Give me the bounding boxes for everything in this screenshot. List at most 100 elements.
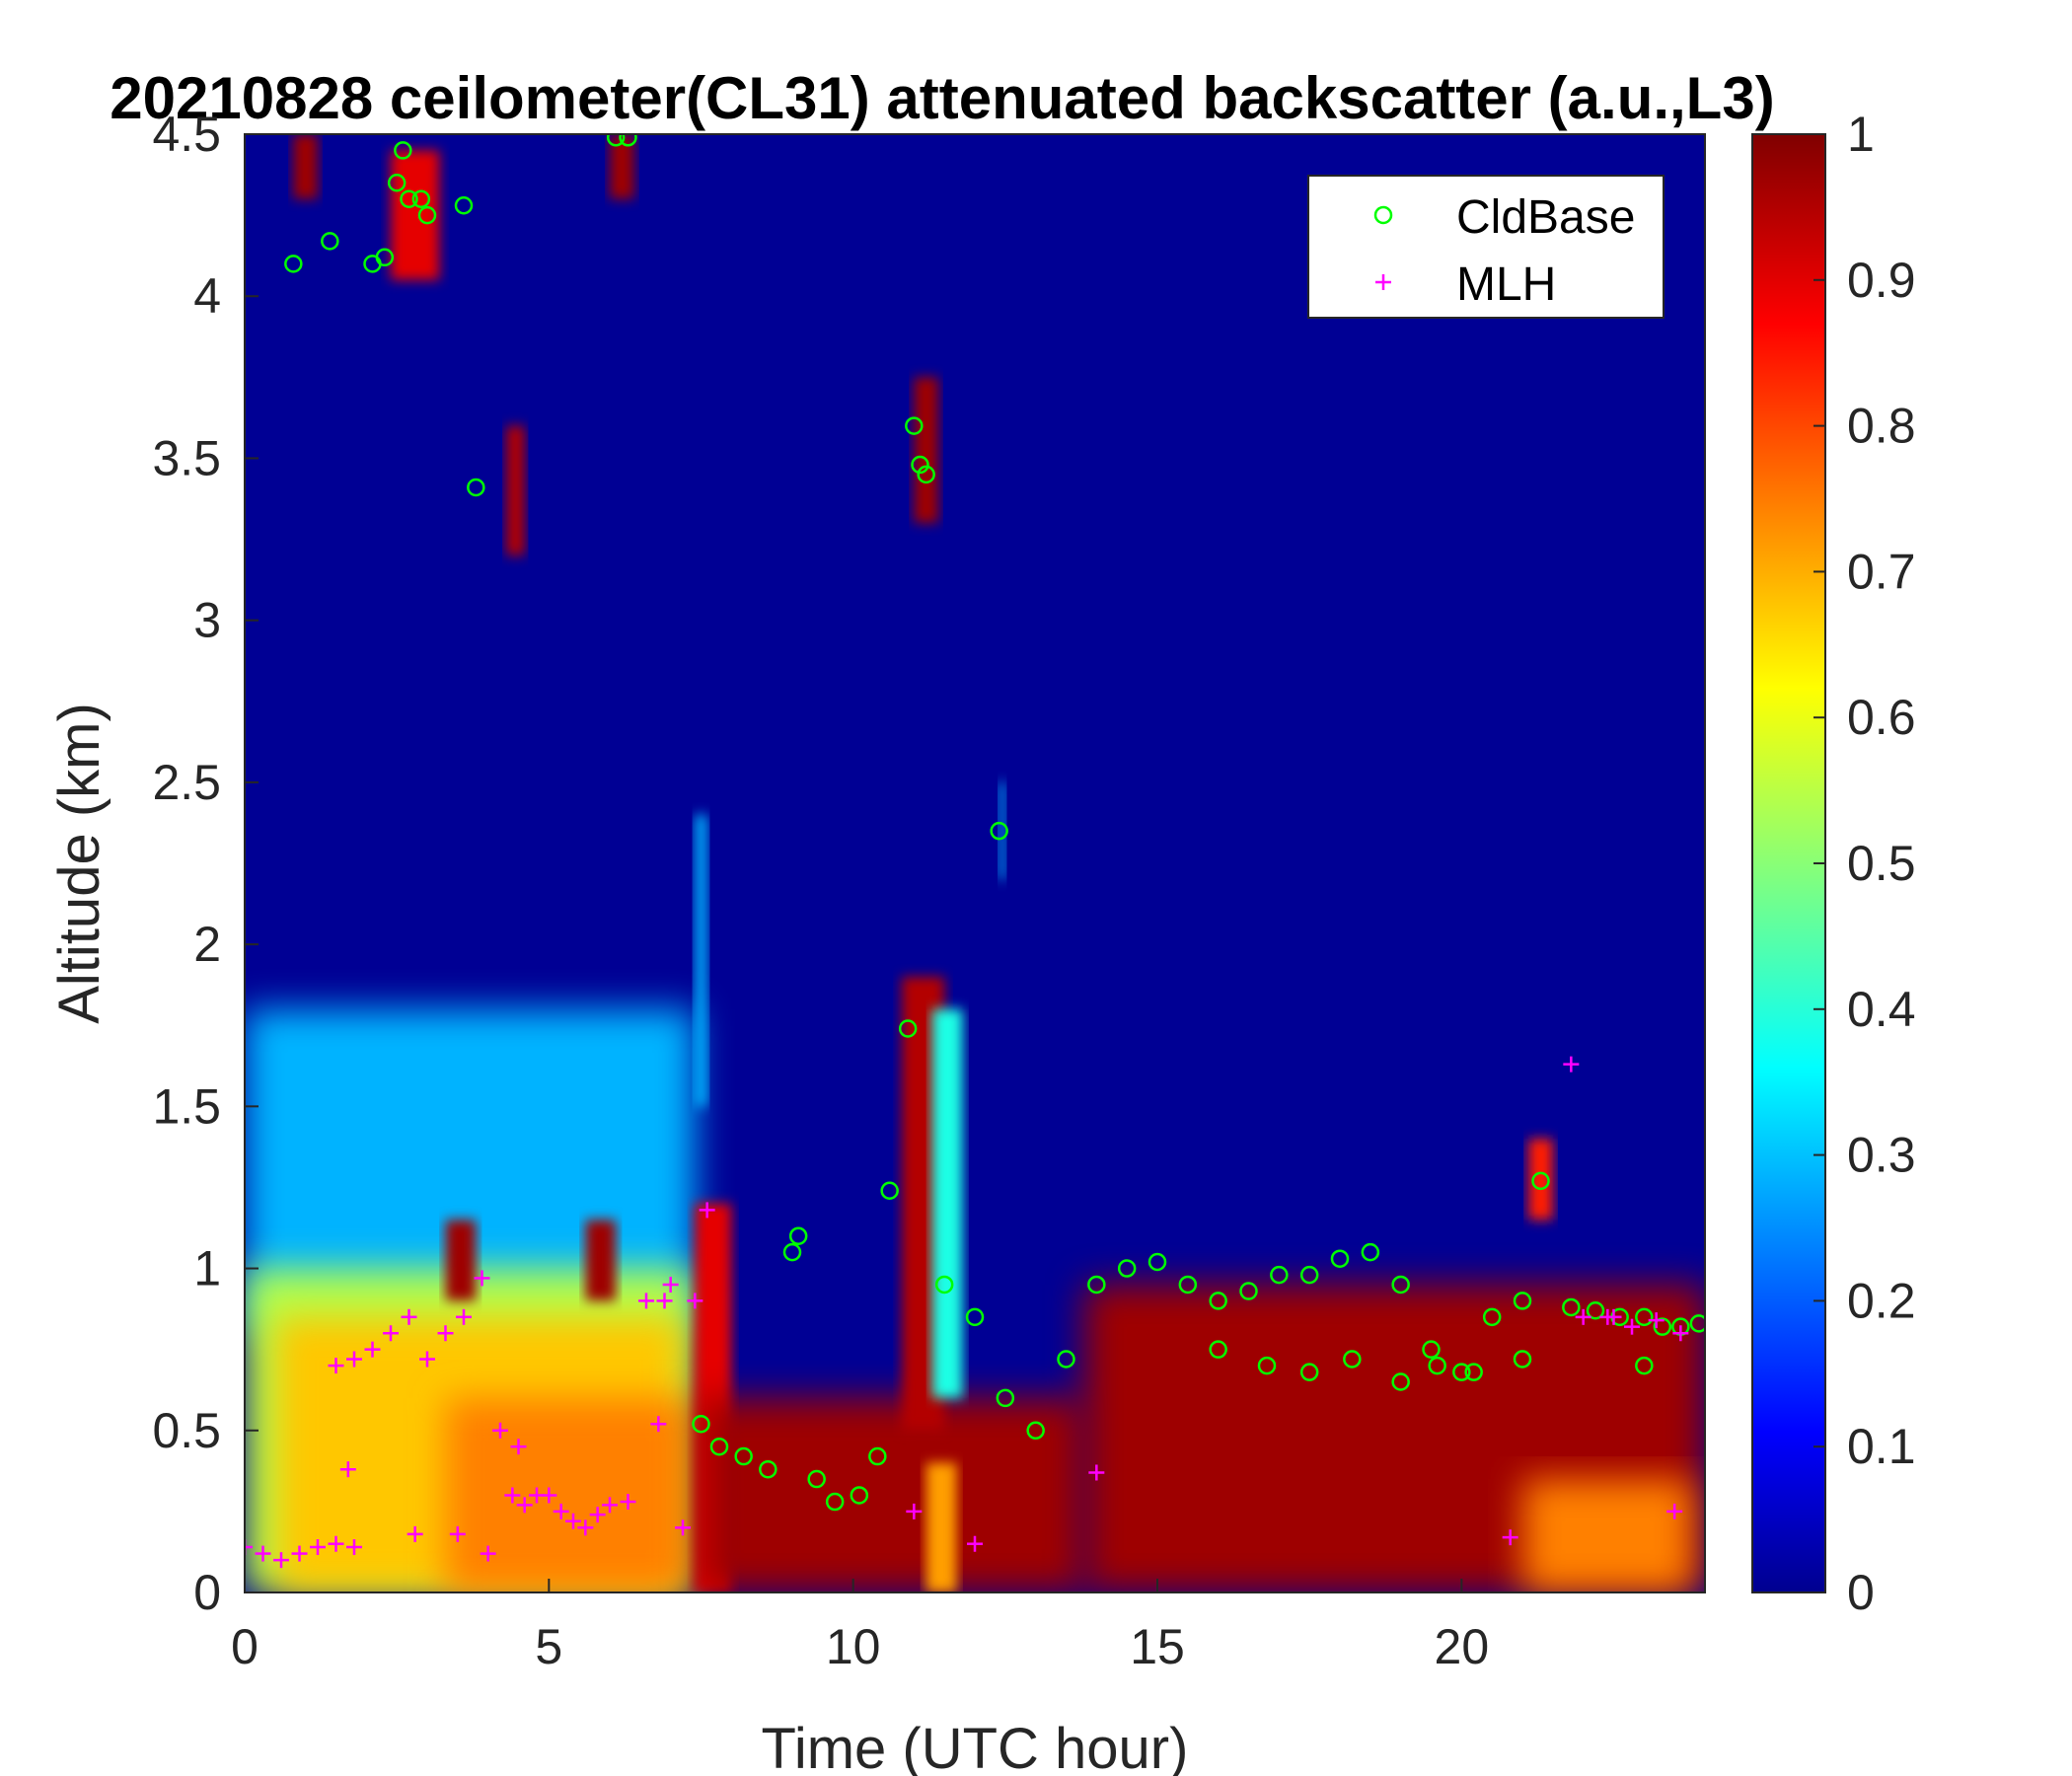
- cldbase-point: [417, 205, 437, 225]
- colorbar-gradient: [1751, 133, 1826, 1593]
- cldbase-point: [807, 1469, 826, 1489]
- mlh-point: [383, 1325, 399, 1342]
- colorbar-tick-label: 0.5: [1847, 836, 1916, 891]
- mlh-point: [480, 1545, 496, 1562]
- mlh-point: [456, 1308, 472, 1325]
- cldbase-point: [1391, 1372, 1410, 1391]
- cldbase-point: [1330, 1249, 1350, 1268]
- cldbase-point: [1464, 1363, 1483, 1381]
- cldbase-point: [1531, 1171, 1550, 1191]
- cldbase-point: [850, 1486, 869, 1505]
- x-tick-label: 15: [1130, 1619, 1185, 1674]
- heatmap-region: [445, 1397, 690, 1592]
- legend-mlh-label: MLH: [1456, 259, 1556, 311]
- heatmap-region: [999, 781, 1005, 880]
- y-tick-label: 2: [193, 917, 221, 972]
- mlh-point: [675, 1519, 691, 1536]
- colorbar-tick-label: 1: [1847, 107, 1875, 162]
- heatmap-region: [506, 425, 525, 555]
- cldbase-point: [1117, 1259, 1137, 1278]
- mlh-point: [699, 1202, 715, 1219]
- mlh-point: [1575, 1308, 1591, 1325]
- cldbase-point: [1147, 1252, 1167, 1272]
- series-layer: [245, 134, 1705, 1569]
- mlh-point: [310, 1539, 326, 1556]
- mlh-point: [1502, 1529, 1518, 1546]
- cldbase-point: [375, 248, 395, 267]
- colorbar-tick-label: 0: [1847, 1565, 1875, 1620]
- cldbase-point: [880, 1181, 899, 1200]
- cldbase-point: [1343, 1350, 1362, 1369]
- colorbar-tick-label: 0.6: [1847, 690, 1916, 745]
- cldbase-point: [898, 1019, 918, 1038]
- cldbase-point: [454, 196, 474, 215]
- cldbase-point: [1178, 1275, 1198, 1295]
- mlh-point: [245, 1539, 253, 1556]
- cldbase-point: [1391, 1275, 1410, 1295]
- mlh-point: [401, 1308, 417, 1325]
- mlh-point: [516, 1497, 533, 1514]
- plot-area: [244, 133, 1706, 1593]
- x-tick-label: 20: [1435, 1619, 1490, 1674]
- cldbase-point: [782, 1242, 802, 1262]
- mlh-point: [255, 1545, 271, 1562]
- cldbase-point: [1452, 1363, 1471, 1381]
- mlh-point: [1088, 1464, 1105, 1481]
- colorbar-tick-label: 0.1: [1847, 1419, 1916, 1474]
- x-axis: 0 5 10 15 20: [231, 1579, 1489, 1674]
- heatmap-layer: [245, 134, 1705, 1592]
- cldbase-point: [965, 1307, 985, 1327]
- cldbase-point: [1299, 1265, 1319, 1285]
- cldbase-point: [284, 255, 303, 273]
- mlh-point: [291, 1545, 308, 1562]
- heatmap-region: [1522, 1479, 1693, 1592]
- legend-box: [1307, 175, 1665, 319]
- y-tick-label: 1.5: [152, 1078, 221, 1134]
- mlh-point: [553, 1503, 569, 1519]
- mlh-point: [328, 1358, 344, 1374]
- mlh-point: [589, 1507, 606, 1523]
- x-tick-label: 5: [535, 1619, 562, 1674]
- mlh-point: [449, 1525, 466, 1542]
- cldbase-point: [467, 478, 485, 497]
- cldbase-point: [1422, 1340, 1441, 1359]
- cldbase-point: [1026, 1421, 1045, 1441]
- colorbar-tick-label: 0.3: [1847, 1128, 1916, 1183]
- colorbar-tick-label: 0.4: [1847, 982, 1916, 1037]
- mlh-point: [273, 1552, 289, 1569]
- x-axis-label: Time (UTC hour): [762, 1717, 1189, 1776]
- mlh-point: [346, 1539, 362, 1556]
- mlh-point: [662, 1276, 679, 1293]
- legend-mlh-marker: [1375, 274, 1391, 290]
- mlh-point: [1648, 1312, 1665, 1329]
- y-tick-label: 4.5: [152, 107, 221, 162]
- cldbase-point: [1057, 1350, 1075, 1369]
- y-tick-label: 3.5: [152, 430, 221, 485]
- cldbase-point: [868, 1446, 887, 1466]
- heatmap-region: [695, 814, 707, 1107]
- cldbase-point: [788, 1226, 808, 1245]
- cldbase-point: [759, 1459, 777, 1479]
- legend: CldBase MLH: [1307, 175, 1665, 319]
- colorbar-tick-label: 0.2: [1847, 1273, 1916, 1328]
- mlh-point: [1624, 1318, 1640, 1335]
- mlh-point: [1563, 1056, 1580, 1073]
- mlh-point: [577, 1519, 594, 1536]
- mlh-point: [1599, 1308, 1616, 1325]
- mlh-point: [419, 1351, 435, 1368]
- heatmap-region: [925, 1462, 957, 1592]
- colorbar-tick-label: 0.9: [1847, 253, 1916, 308]
- mlh-point: [492, 1422, 508, 1439]
- cldbase-point: [996, 1388, 1015, 1408]
- cldbase-point: [734, 1446, 753, 1466]
- mlh-point: [510, 1439, 527, 1455]
- cldbase-point: [1299, 1363, 1319, 1381]
- cldbase-point: [400, 189, 418, 208]
- cldbase-point: [825, 1492, 845, 1512]
- mlh-point: [474, 1270, 490, 1287]
- mlh-point: [1672, 1325, 1689, 1342]
- colorbar: 0 0.1 0.2 0.3 0.4 0.5 0.6 0.7 0.8 0.9 1: [1751, 107, 1916, 1620]
- mlh-point: [1666, 1503, 1683, 1519]
- cldbase-point: [911, 455, 929, 475]
